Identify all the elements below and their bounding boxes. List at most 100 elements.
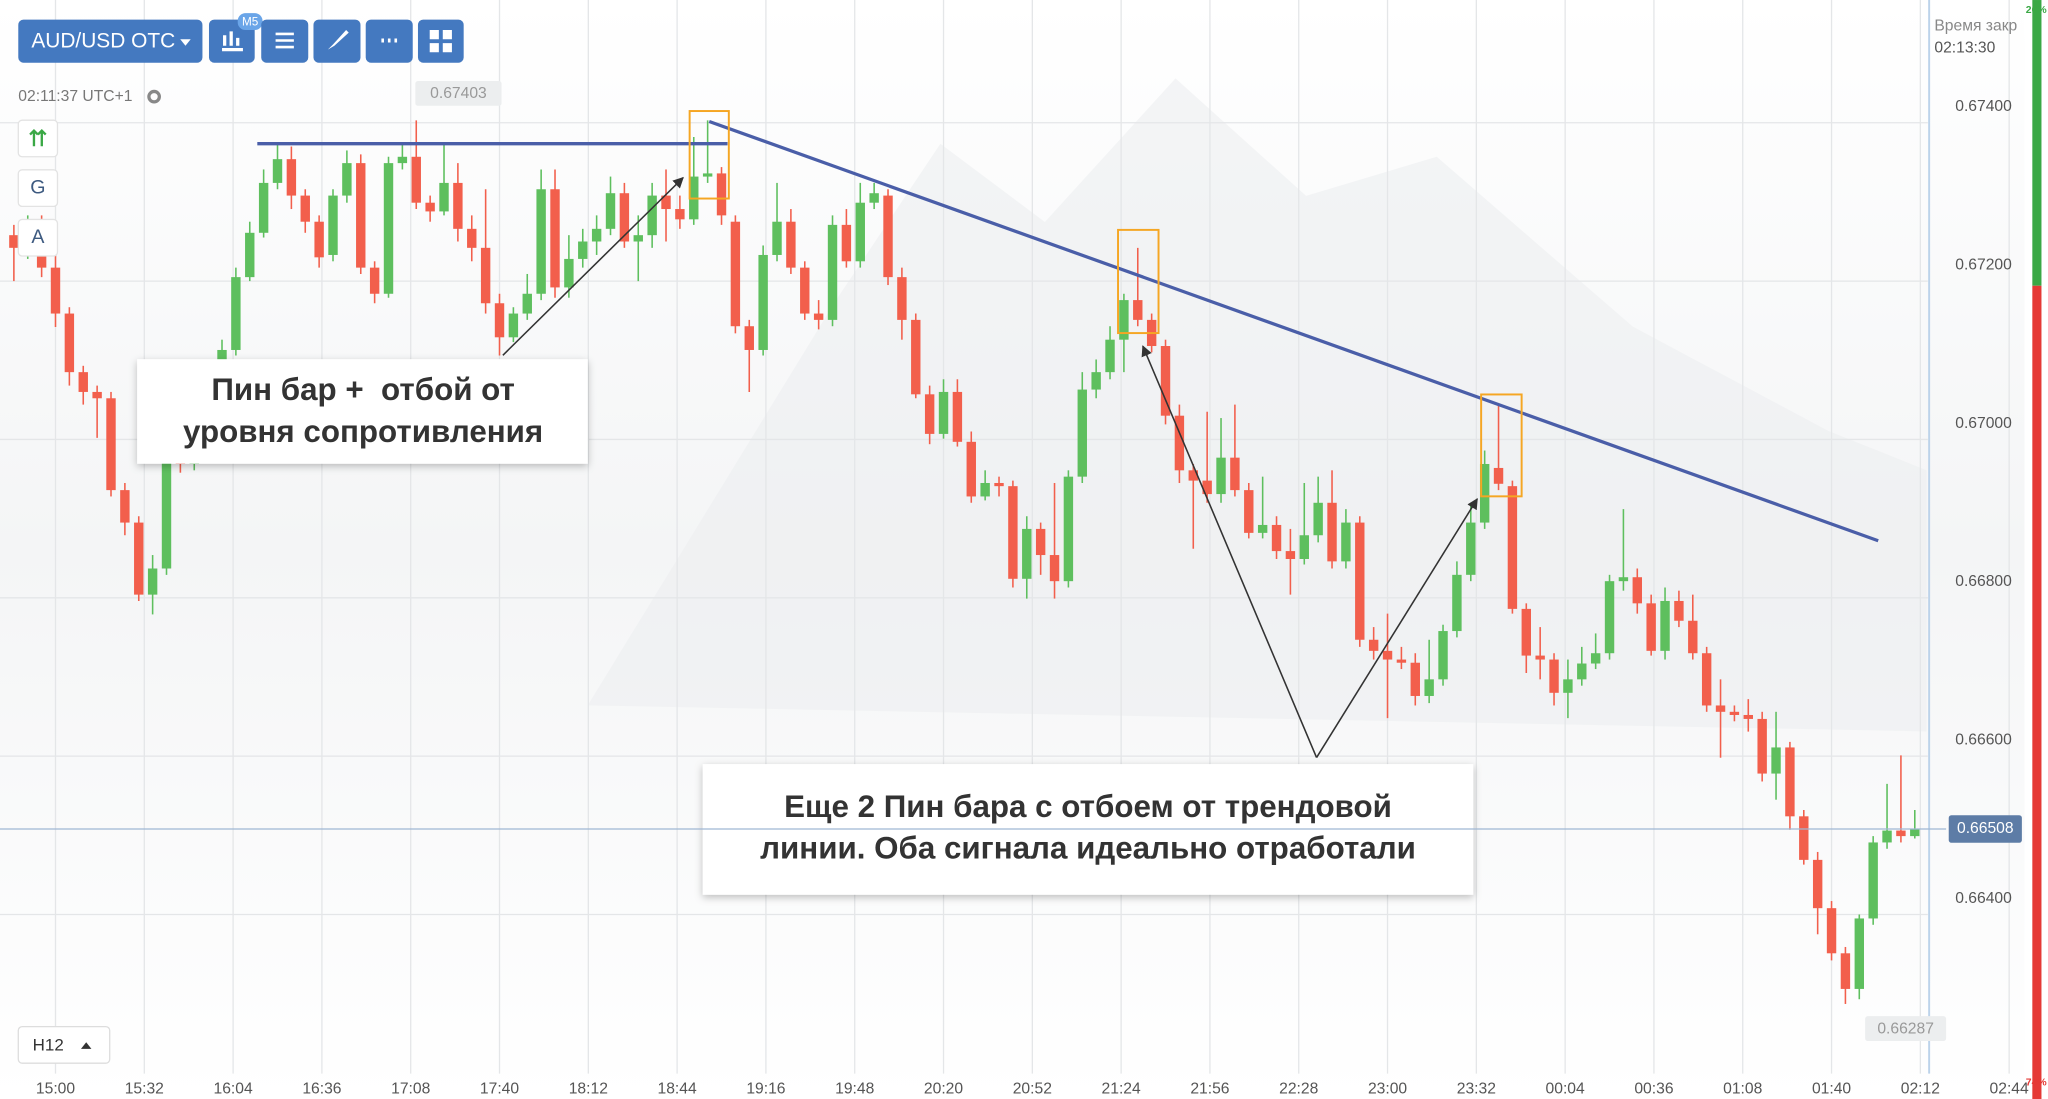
candle-body: [980, 482, 990, 497]
x-tick-label: 01:08: [1723, 1080, 1762, 1097]
candle-body: [1271, 524, 1282, 552]
candle-body: [1743, 714, 1753, 719]
candle-body: [841, 224, 852, 262]
candle-body: [356, 163, 366, 268]
x-tick-label: 22:28: [1279, 1080, 1318, 1097]
candle-body: [231, 277, 241, 350]
candle-body: [1257, 524, 1268, 533]
candle-body: [1688, 620, 1698, 654]
x-tick-label: 00:04: [1546, 1080, 1585, 1097]
candle-body: [1035, 528, 1046, 556]
candle-body: [1368, 639, 1379, 651]
candle-body: [1063, 476, 1074, 582]
candle-body: [342, 163, 352, 196]
x-tick-label: 21:56: [1190, 1080, 1229, 1097]
pin-bar-box: [688, 110, 730, 200]
candle-body: [1521, 608, 1531, 656]
expiry-label: Время закр: [1934, 17, 2017, 34]
candle-body: [952, 391, 963, 442]
candle-body: [1382, 650, 1393, 660]
sentiment-down: [2032, 285, 2042, 1099]
trend-button[interactable]: [17, 119, 59, 158]
interval-text: H12: [33, 1036, 64, 1055]
background-art: [587, 78, 1927, 732]
x-tick-label: 15:32: [125, 1080, 164, 1097]
candle-body: [1438, 631, 1448, 680]
candle-body: [1535, 655, 1545, 660]
layout-button[interactable]: [417, 19, 464, 63]
candle-body: [480, 247, 491, 304]
candle-body: [1757, 718, 1767, 774]
candle-body: [106, 398, 116, 491]
candle-body: [258, 182, 269, 233]
candle-body: [1202, 480, 1212, 495]
x-tick-label: 19:16: [746, 1080, 785, 1097]
candle-body: [1826, 908, 1837, 954]
x-tick-label: 02:44: [1990, 1080, 2029, 1097]
candle-body: [300, 195, 310, 222]
timeframe-badge: [237, 13, 263, 31]
candle-body: [1785, 747, 1795, 817]
candle-body: [716, 173, 727, 216]
x-tick-label: 16:36: [302, 1080, 341, 1097]
settings-icon[interactable]: [147, 89, 161, 104]
x-tick-label: 18:44: [658, 1080, 697, 1097]
x-tick-label: 23:00: [1368, 1080, 1407, 1097]
candle-body: [161, 437, 172, 569]
candle-body: [439, 182, 449, 212]
candle-body: [272, 159, 283, 183]
candle-body: [1479, 463, 1490, 523]
candle-body: [1230, 457, 1240, 491]
candle-body: [1396, 659, 1407, 663]
candle-body: [1896, 830, 1906, 837]
candle-body: [702, 173, 713, 177]
candle-body: [994, 482, 1004, 487]
candle-body: [1604, 581, 1615, 654]
candle-body: [813, 313, 824, 320]
low-label: 0.66287: [1877, 1020, 1934, 1037]
candle-body: [1174, 415, 1185, 471]
candle-body: [1799, 816, 1809, 860]
candle-body: [827, 224, 838, 320]
x-tick-label: 19:48: [835, 1080, 874, 1097]
arrow: [1141, 345, 1318, 758]
candle-body: [1299, 535, 1309, 559]
symbol-text: AUD/USD OTC: [31, 29, 175, 52]
candle-body: [64, 313, 75, 373]
candle-body: [1646, 603, 1656, 651]
candle-body: [897, 277, 907, 320]
candle-body: [744, 326, 754, 350]
annotation-text: линии. Оба сигнала идеально отработали: [760, 831, 1416, 866]
candle-body: [605, 193, 616, 229]
x-tick-label: 16:04: [214, 1080, 253, 1097]
symbol-button[interactable]: [18, 19, 203, 63]
arrow: [502, 176, 684, 356]
candle-body: [425, 202, 435, 212]
left-button[interactable]: [17, 218, 59, 257]
sentiment-up: [2032, 0, 2042, 286]
candle-body: [120, 490, 130, 523]
candle-body: [1590, 653, 1601, 664]
candle-body: [758, 254, 768, 350]
candle-body: [1715, 705, 1726, 712]
pin-bar-box: [1480, 393, 1523, 498]
candle-body: [730, 221, 741, 327]
drawing-icon: [327, 30, 349, 50]
interval-button[interactable]: [17, 1025, 111, 1064]
candle-body: [1674, 600, 1684, 621]
candle-body: [1882, 830, 1892, 843]
candle-body: [1188, 470, 1198, 481]
y-tick-label: 0.66400: [1955, 890, 2012, 907]
x-tick-label: 21:24: [1102, 1080, 1141, 1097]
candle-body: [1632, 577, 1642, 604]
candle-body: [883, 195, 893, 278]
x-tick-label: 17:08: [391, 1080, 430, 1097]
candle-body: [1549, 659, 1559, 693]
left-button[interactable]: [17, 169, 59, 208]
sentiment-down-label: 74%: [2026, 1078, 2047, 1089]
x-tick-label: 20:52: [1013, 1080, 1052, 1097]
candle-body: [550, 189, 560, 288]
timeframe-text: M5: [242, 15, 259, 28]
candle-body: [1008, 486, 1018, 579]
